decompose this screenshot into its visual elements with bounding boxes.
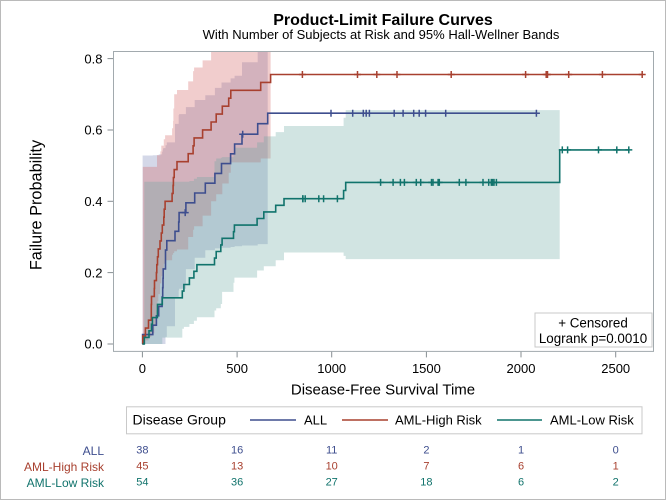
svg-text:11: 11 — [326, 444, 337, 456]
svg-text:500: 500 — [226, 361, 248, 376]
svg-text:2: 2 — [423, 444, 429, 456]
svg-text:AML-Low Risk: AML-Low Risk — [550, 413, 634, 428]
svg-text:45: 45 — [136, 461, 148, 473]
svg-text:6: 6 — [518, 476, 524, 488]
svg-text:0: 0 — [139, 361, 146, 376]
svg-text:ALL: ALL — [304, 413, 327, 428]
svg-text:1000: 1000 — [317, 361, 346, 376]
svg-text:1: 1 — [613, 461, 619, 473]
svg-text:AML-High Risk: AML-High Risk — [24, 460, 105, 474]
svg-text:+ Censored: + Censored — [558, 316, 628, 331]
svg-text:Disease-Free Survival Time: Disease-Free Survival Time — [291, 381, 475, 398]
svg-text:13: 13 — [231, 461, 243, 473]
svg-text:Logrank p=0.0010: Logrank p=0.0010 — [539, 331, 647, 346]
svg-text:0.0: 0.0 — [84, 337, 102, 352]
svg-text:1: 1 — [518, 444, 524, 456]
svg-text:6: 6 — [518, 461, 524, 473]
svg-text:27: 27 — [326, 476, 338, 488]
svg-text:2500: 2500 — [601, 361, 630, 376]
svg-text:36: 36 — [231, 476, 243, 488]
svg-text:Product-Limit Failure Curves: Product-Limit Failure Curves — [273, 12, 493, 29]
svg-text:38: 38 — [136, 444, 148, 456]
svg-text:2: 2 — [613, 476, 619, 488]
svg-text:18: 18 — [420, 476, 432, 488]
svg-text:With Number of Subjects at Ris: With Number of Subjects at Risk and 95% … — [203, 27, 560, 42]
svg-text:0.4: 0.4 — [84, 194, 102, 209]
svg-text:Failure Probability: Failure Probability — [28, 139, 46, 270]
svg-text:0.8: 0.8 — [84, 51, 102, 66]
svg-text:AML-Low Risk: AML-Low Risk — [27, 476, 105, 490]
svg-text:2000: 2000 — [507, 361, 536, 376]
svg-text:Disease Group: Disease Group — [133, 412, 227, 428]
svg-text:7: 7 — [423, 461, 429, 473]
svg-text:0.6: 0.6 — [84, 123, 102, 138]
svg-text:1500: 1500 — [412, 361, 441, 376]
svg-text:54: 54 — [136, 476, 148, 488]
svg-text:0.2: 0.2 — [84, 265, 102, 280]
svg-text:AML-High Risk: AML-High Risk — [395, 413, 482, 428]
svg-text:ALL: ALL — [83, 444, 105, 458]
svg-text:16: 16 — [231, 444, 243, 456]
svg-text:0: 0 — [613, 444, 619, 456]
svg-text:10: 10 — [326, 461, 338, 473]
